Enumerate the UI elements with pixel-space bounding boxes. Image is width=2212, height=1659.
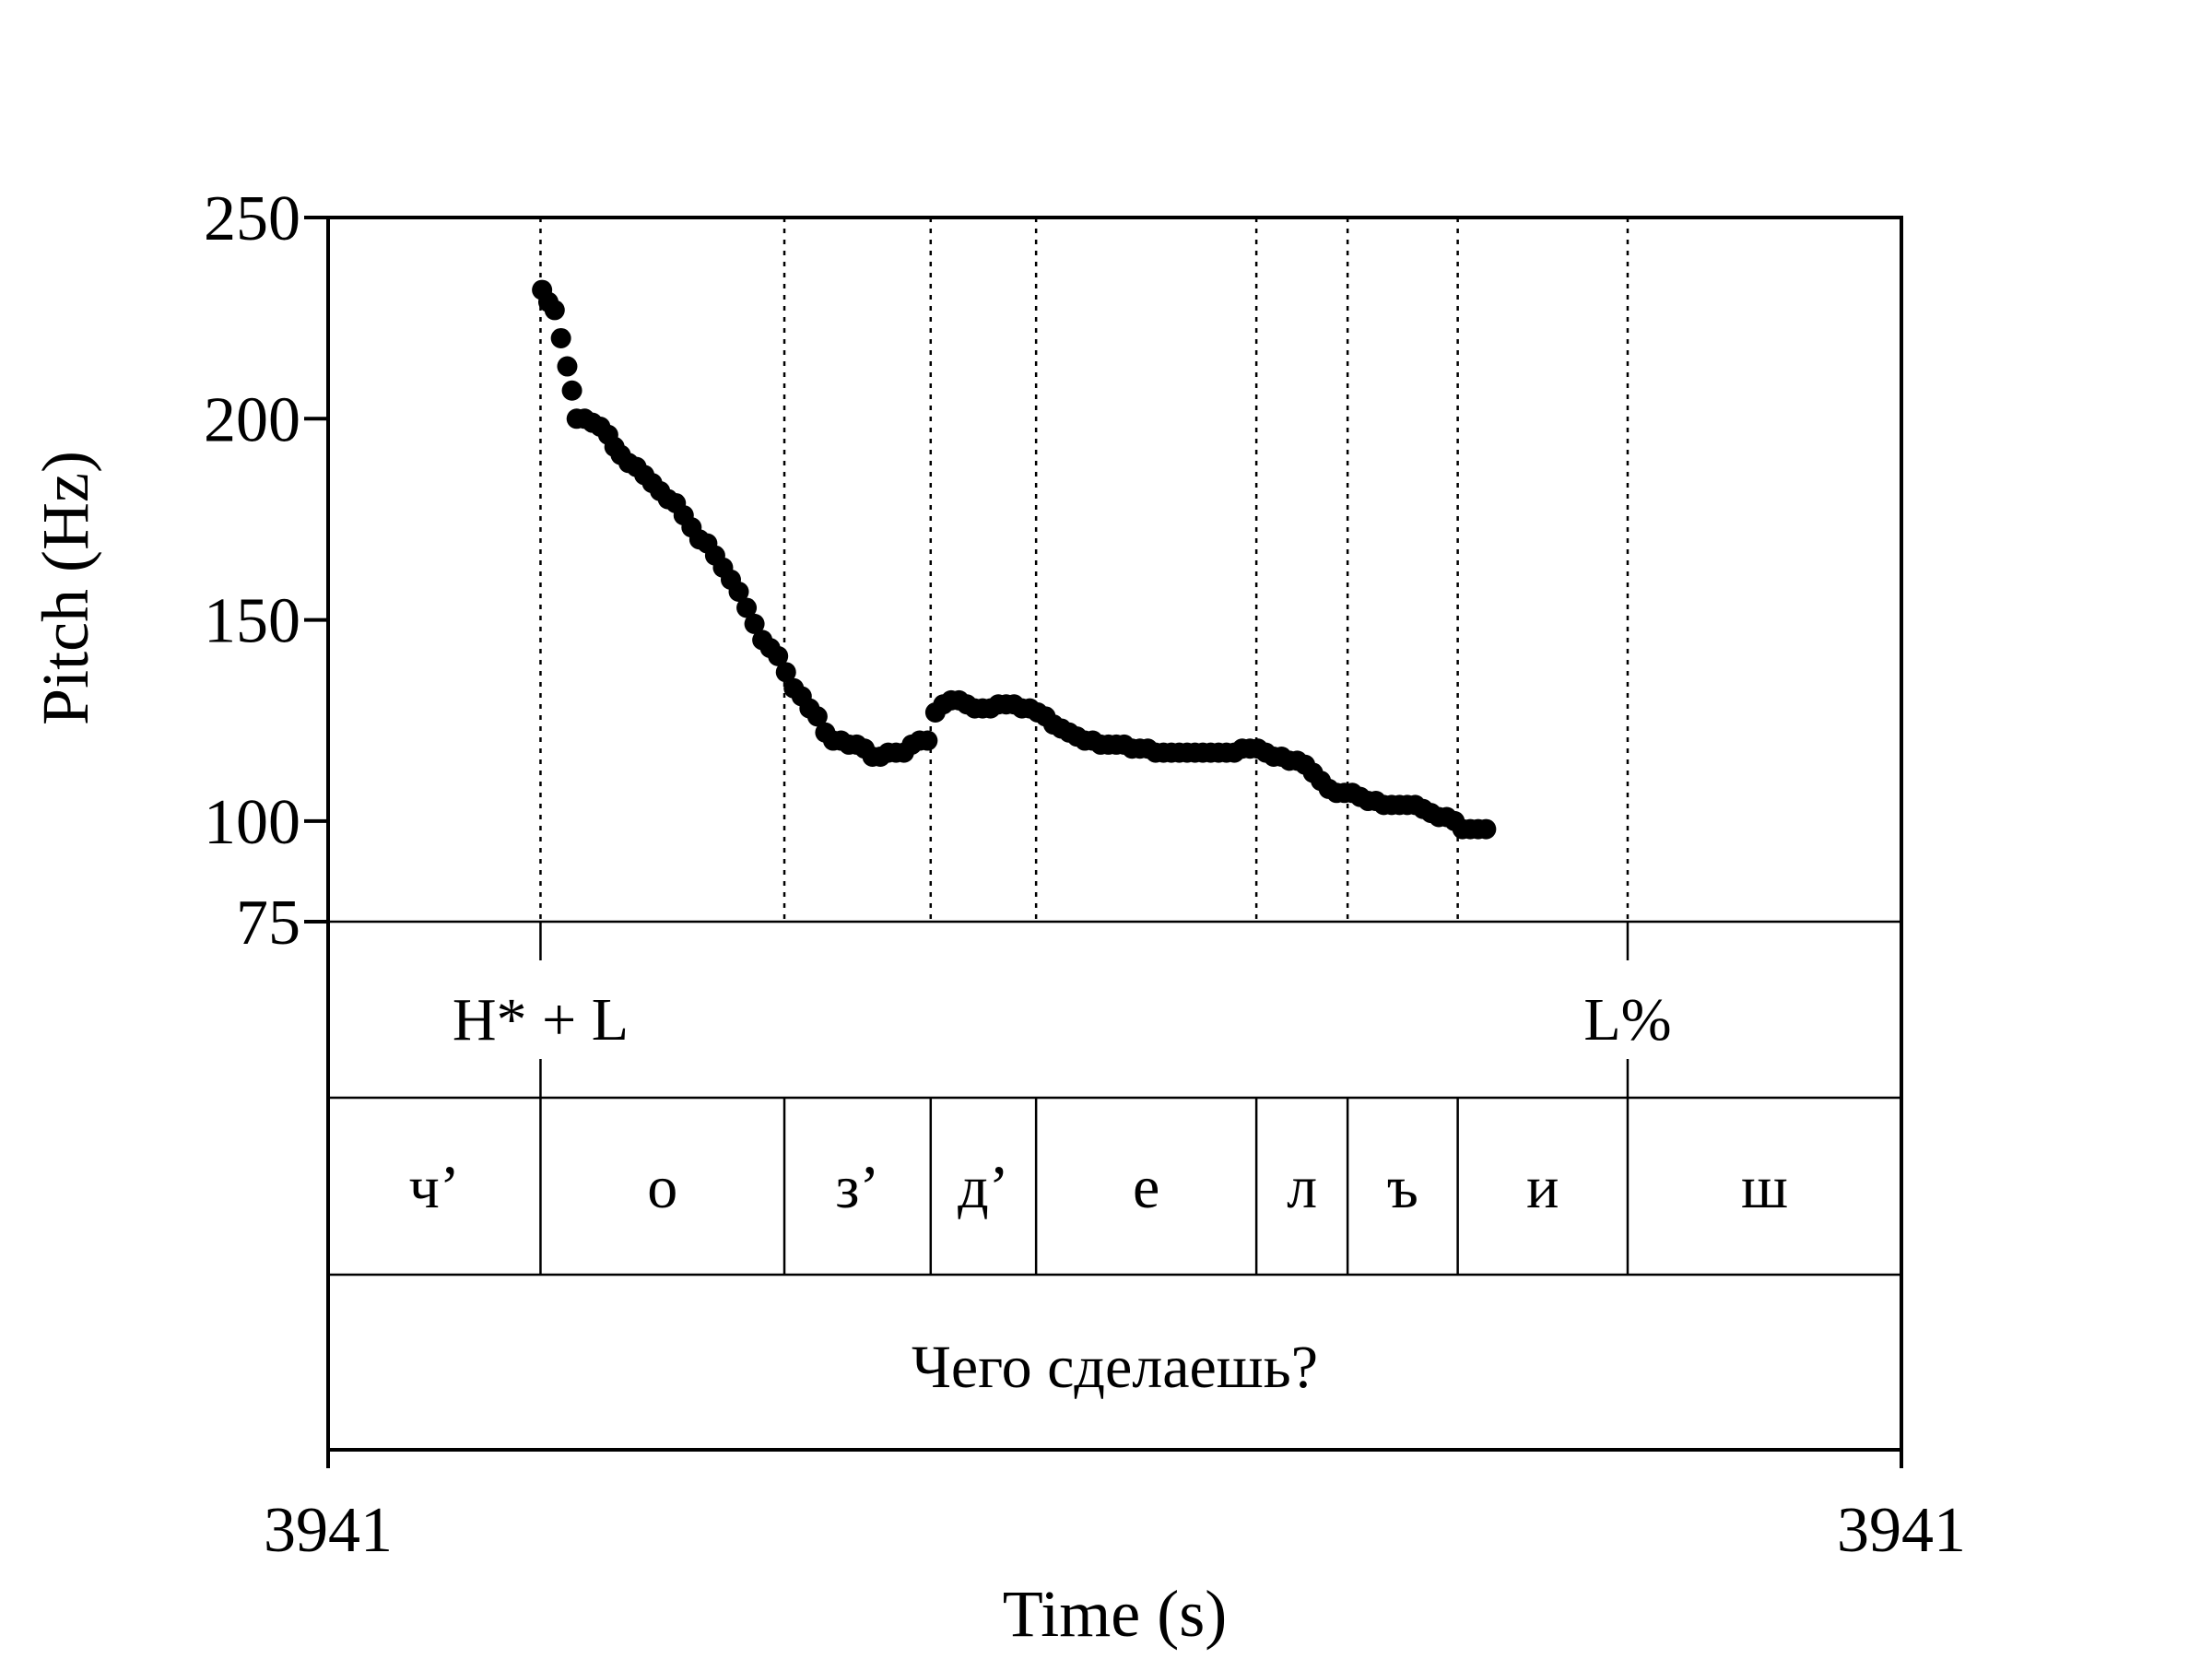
segment-label: е <box>1133 1154 1159 1221</box>
y-tick-label: 200 <box>204 384 300 455</box>
y-tick-label: 75 <box>236 888 300 959</box>
pitch-point <box>550 327 571 348</box>
pitch-point <box>544 300 565 321</box>
pitch-point <box>736 597 758 618</box>
tone-label: H* + L <box>453 986 629 1053</box>
boundary-dotted-lines <box>539 218 1630 922</box>
x-tick-label: 3941 <box>1837 1495 1966 1566</box>
plot-frame <box>326 216 1903 1452</box>
x-axis-title: Time (s) <box>1003 1577 1227 1651</box>
y-axis-ticks: 250 200 150 100 75 <box>204 183 328 959</box>
segment-label: о <box>647 1154 677 1221</box>
plot-border <box>326 216 1903 1452</box>
pitch-point <box>768 645 789 666</box>
pitch-point <box>806 706 828 727</box>
pitch-point <box>775 662 796 683</box>
pitch-point <box>557 356 578 377</box>
y-tick-label: 150 <box>204 586 300 657</box>
pitch-point <box>917 730 938 751</box>
y-tick-label: 250 <box>204 183 300 254</box>
x-axis-ticks: 3941 3941 <box>264 1450 1966 1566</box>
pitch-point <box>744 613 765 634</box>
pitch-point <box>561 380 582 401</box>
pitch-point <box>728 582 749 603</box>
pitch-point <box>1476 818 1497 840</box>
segment-label: ч’ <box>409 1154 460 1221</box>
y-tick-label: 100 <box>204 787 300 858</box>
x-tick-label: 3941 <box>264 1495 393 1566</box>
y-axis-title: Pitch (Hz) <box>29 451 102 725</box>
segment-label: ъ <box>1387 1154 1418 1221</box>
segment-label: и <box>1526 1154 1559 1221</box>
segment-label: л <box>1287 1154 1317 1221</box>
segment-label: ш <box>1741 1154 1788 1221</box>
sentence-label: Чего сделаешь? <box>912 1334 1318 1401</box>
annotation-tiers: H* + L L% ч’ о з’ д’ е л ъ и ш Чего сделаешь? <box>409 922 1788 1401</box>
segment-label: д’ <box>958 1154 1009 1221</box>
pitch-points <box>532 279 1497 840</box>
tone-label: L% <box>1583 986 1671 1053</box>
segment-label: з’ <box>835 1154 879 1221</box>
